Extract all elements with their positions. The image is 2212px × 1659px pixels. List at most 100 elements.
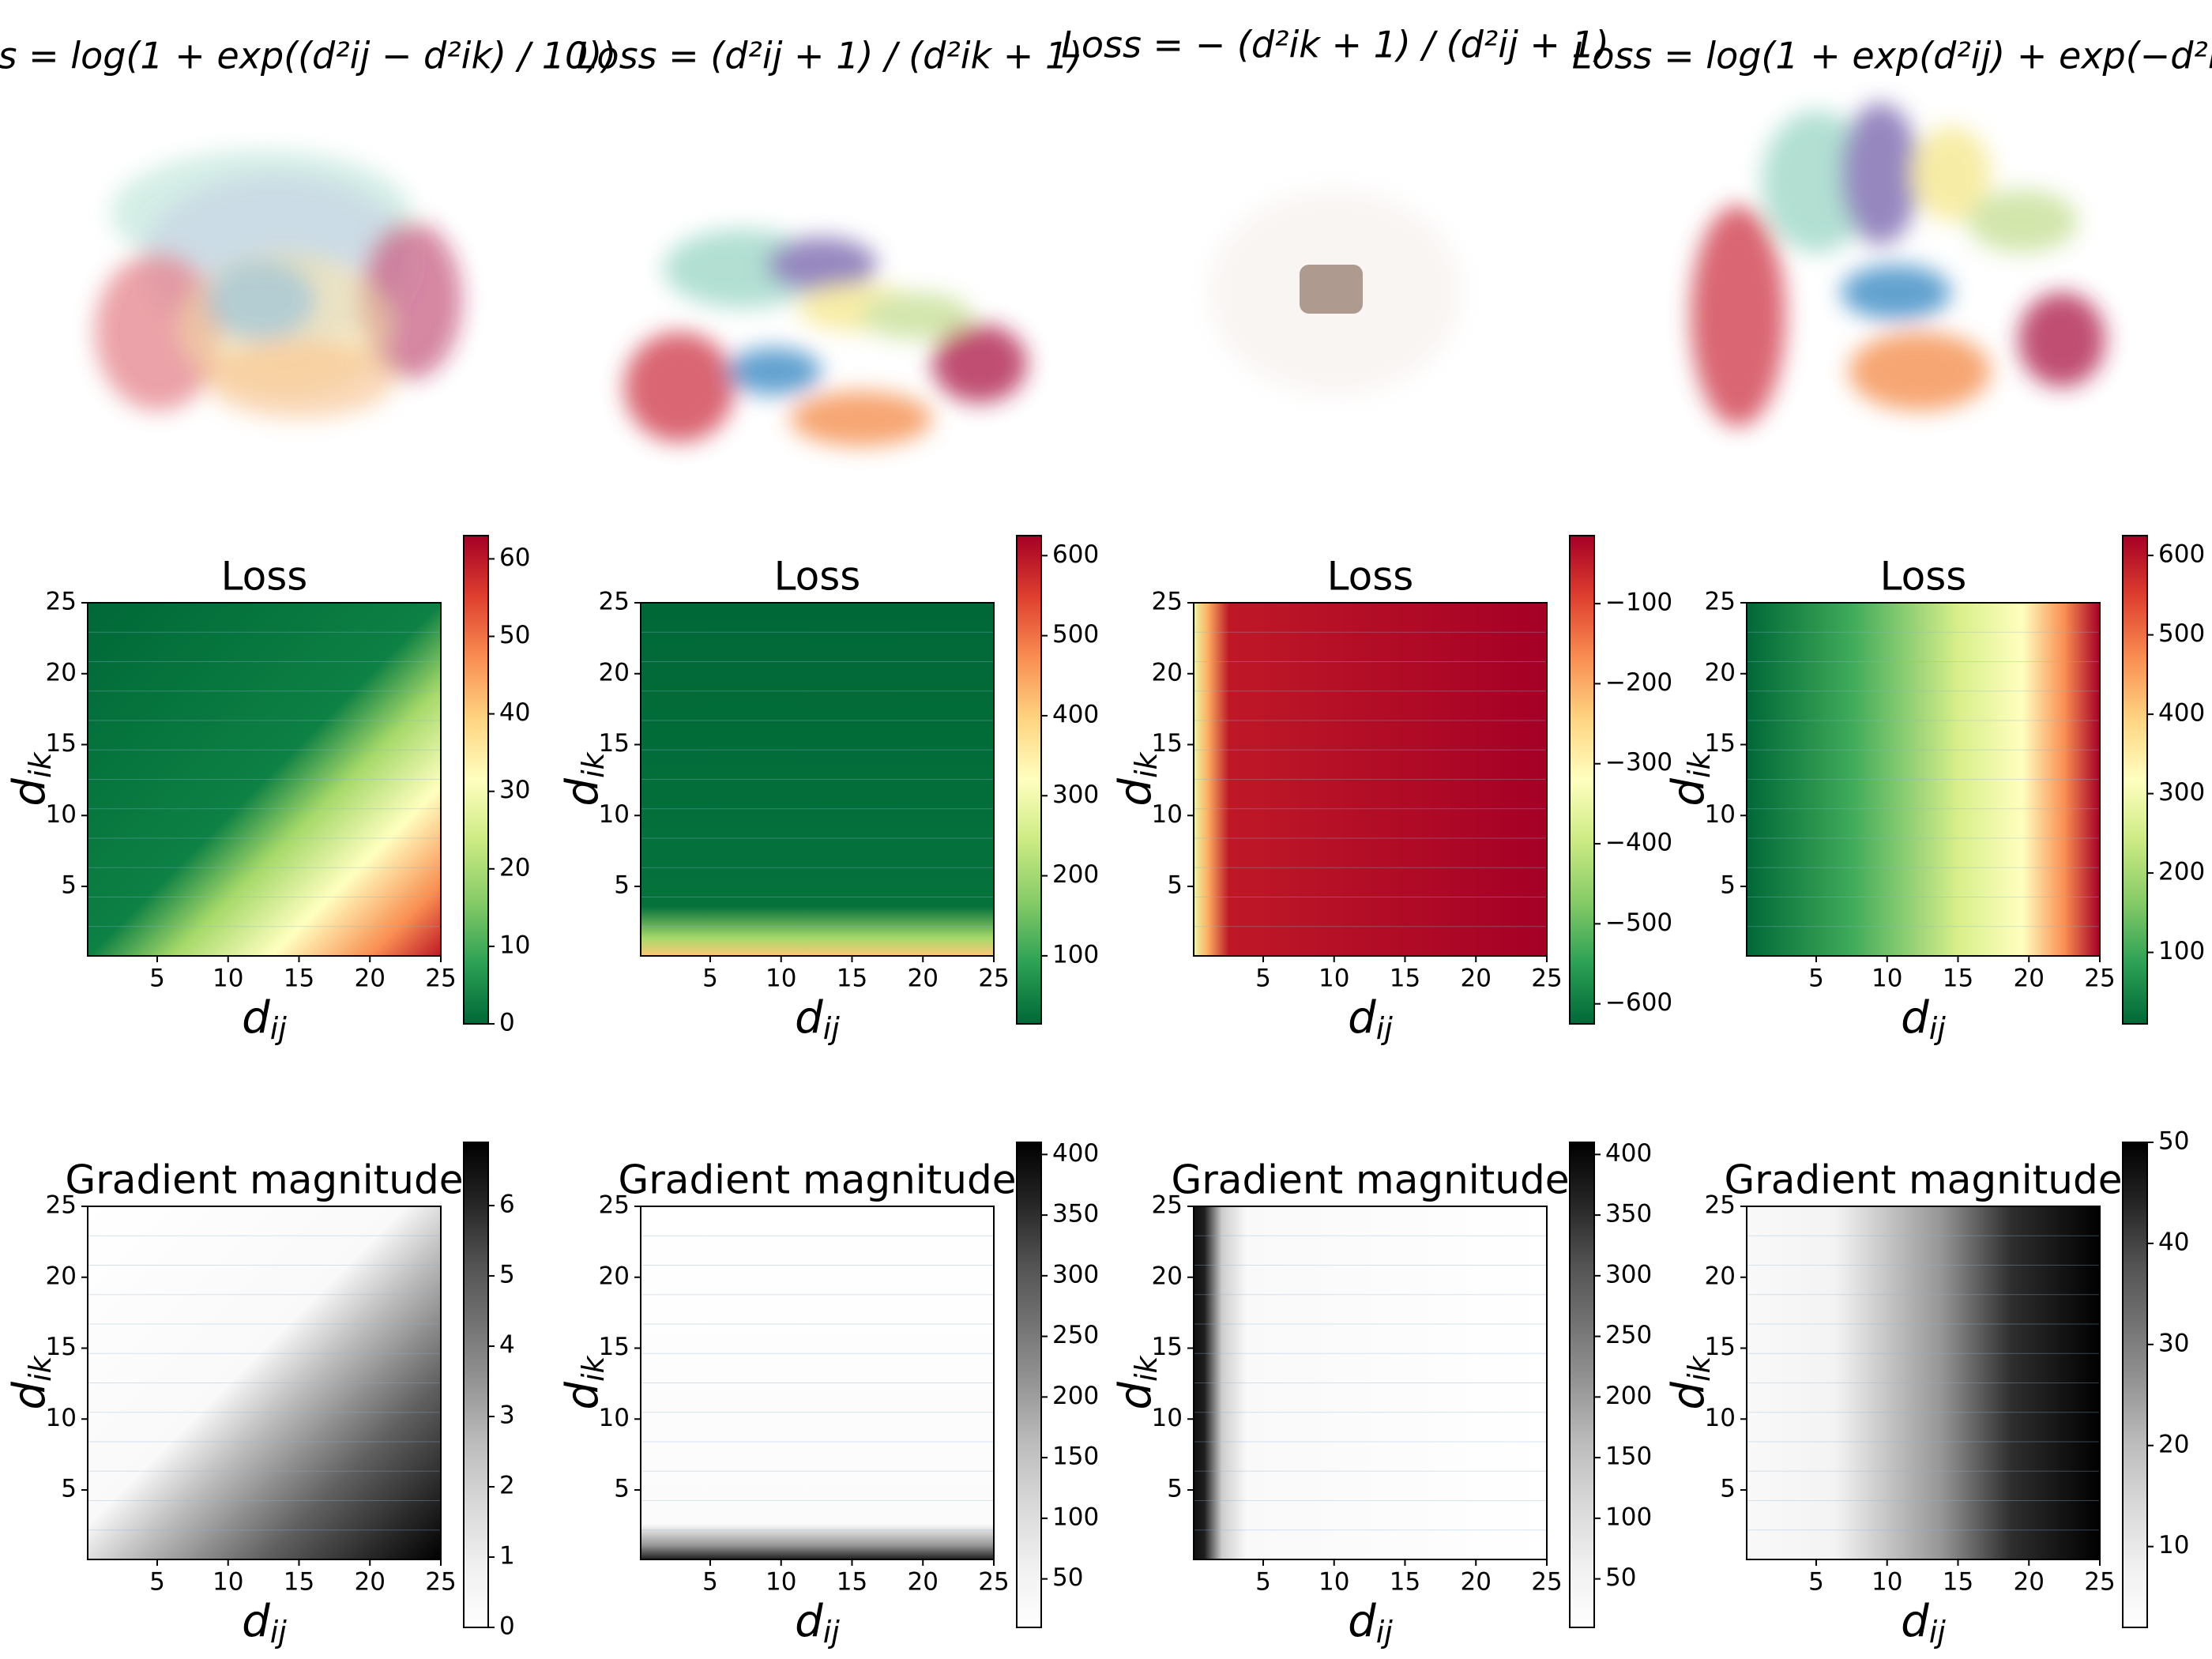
- colorbar-tick-label: 4: [499, 1331, 515, 1360]
- axis-label-sub: ik: [576, 750, 611, 778]
- axis-label: dik: [1663, 1354, 1716, 1409]
- axis-label-sub: ik: [23, 750, 58, 778]
- x-tick-label: 15: [837, 965, 867, 993]
- x-tick-label: 15: [837, 1568, 867, 1597]
- colorbar-tick-label: 400: [1052, 1139, 1099, 1168]
- axis-label-base: d: [1348, 992, 1376, 1044]
- formula: Loss = log(1 + exp(d²ij) + exp(−d²ik)): [1572, 35, 2212, 77]
- x-tick-label: 25: [425, 965, 456, 993]
- colorbar-tick-label: 3: [499, 1401, 515, 1430]
- y-tick-label: 15: [599, 729, 630, 758]
- axis-label-sub: ij: [1376, 1615, 1394, 1650]
- y-tick-label: 5: [614, 1475, 630, 1503]
- y-tick-label: 15: [1152, 729, 1183, 758]
- plot-frame: [1746, 1206, 2101, 1560]
- colorbar: [1569, 1142, 1595, 1628]
- y-tick-label: 25: [599, 1191, 630, 1220]
- colorbar-tick-label: 250: [1052, 1321, 1099, 1349]
- y-tick-label: 20: [599, 1262, 630, 1290]
- colorbar-tick-label: 100: [1052, 940, 1099, 969]
- x-tick-label: 5: [1255, 965, 1271, 993]
- heatmap: [1747, 1206, 2100, 1559]
- colorbar: [463, 1142, 489, 1628]
- axis-label-base: d: [1901, 992, 1929, 1044]
- y-tick-label: 10: [46, 800, 77, 829]
- colorbar-tick-label: 150: [1605, 1443, 1652, 1471]
- x-tick-label: 25: [2084, 965, 2115, 993]
- colorbar-tick-label: 300: [2158, 778, 2205, 807]
- axis-label: dij: [1348, 992, 1393, 1045]
- axis-label: dij: [795, 992, 840, 1045]
- x-tick-label: 15: [1390, 1568, 1420, 1597]
- axis-label-sub: ij: [1376, 1011, 1394, 1046]
- colorbar-tick-label: 10: [499, 931, 530, 959]
- colorbar-tick-label: 300: [1605, 1260, 1652, 1288]
- y-tick-label: 15: [46, 1333, 77, 1361]
- axis-label-sub: ij: [1929, 1011, 1947, 1046]
- colorbar-tick-label: 150: [1052, 1443, 1099, 1471]
- x-tick-label: 25: [425, 1568, 456, 1597]
- colorbar-tick-label: 500: [1052, 620, 1099, 649]
- colorbar-tick-label: 200: [1052, 860, 1099, 889]
- y-tick-label: 15: [1705, 1333, 1736, 1361]
- x-tick-label: 25: [1531, 965, 1562, 993]
- y-tick-label: 5: [61, 871, 77, 900]
- colorbar-tick-label: −600: [1605, 988, 1672, 1017]
- formula: Loss = log(1 + exp((d²ij − d²ik) / 10)): [0, 35, 616, 77]
- y-tick-label: 20: [46, 1262, 77, 1290]
- x-tick-label: 15: [1943, 1568, 1973, 1597]
- axis-label: dij: [795, 1596, 840, 1649]
- axis-label-sub: ik: [1682, 750, 1717, 778]
- x-tick-label: 5: [1255, 1568, 1271, 1597]
- axis-label-sub: ij: [1929, 1615, 1947, 1650]
- colorbar-tick-label: 50: [499, 621, 530, 649]
- colorbar-tick-label: 0: [499, 1612, 515, 1641]
- colorbar-tick-label: −400: [1605, 829, 1672, 857]
- y-tick-label: 15: [1152, 1333, 1183, 1361]
- panel-title: Loss: [774, 554, 861, 600]
- panel-title: Gradient magnitude: [66, 1157, 464, 1203]
- axis-label: dik: [1663, 750, 1716, 806]
- x-tick-label: 15: [1390, 965, 1420, 993]
- colorbar-tick-label: −100: [1605, 589, 1672, 617]
- x-tick-label: 25: [2084, 1568, 2115, 1597]
- colorbar-tick-label: 20: [499, 853, 530, 882]
- x-tick-label: 5: [149, 1568, 165, 1597]
- embedding: [95, 150, 462, 419]
- axis-label-base: d: [1348, 1596, 1376, 1647]
- colorbar-tick-label: 350: [1052, 1200, 1099, 1228]
- embedding: [1209, 190, 1462, 395]
- colorbar-tick-label: −300: [1605, 748, 1672, 777]
- y-tick-label: 10: [1705, 1404, 1736, 1432]
- y-tick-label: 5: [1167, 871, 1183, 900]
- colorbar-tick-label: 100: [2158, 937, 2205, 965]
- y-tick-label: 5: [1720, 871, 1736, 900]
- x-tick-label: 20: [1461, 1568, 1492, 1597]
- colorbar-tick-label: 6: [499, 1191, 515, 1219]
- y-tick-label: 15: [599, 1333, 630, 1361]
- axis-label-base: d: [4, 1382, 55, 1410]
- plot-frame: [1193, 602, 1548, 957]
- y-tick-label: 5: [61, 1475, 77, 1503]
- y-tick-label: 25: [1705, 1191, 1736, 1220]
- y-tick-label: 25: [46, 588, 77, 616]
- panel-title: Loss: [1327, 554, 1414, 600]
- colorbar-tick-label: 60: [499, 544, 530, 572]
- y-tick-label: 20: [1152, 658, 1183, 687]
- plot-frame: [1193, 1206, 1548, 1560]
- x-tick-label: 5: [149, 965, 165, 993]
- colorbar-tick-label: 100: [1052, 1503, 1099, 1531]
- formula: Loss = − (d²ik + 1) / (d²ij + 1): [1061, 24, 1609, 66]
- x-tick-label: 20: [908, 965, 939, 993]
- heatmap: [88, 603, 441, 956]
- x-tick-label: 25: [1531, 1568, 1562, 1597]
- axis-label: dik: [1110, 1354, 1163, 1409]
- formula: Loss = (d²ij + 1) / (d²ik + 1): [577, 35, 1082, 77]
- x-tick-label: 25: [978, 1568, 1009, 1597]
- y-tick-label: 20: [46, 658, 77, 687]
- heatmap: [1747, 603, 2100, 956]
- y-tick-label: 5: [614, 871, 630, 900]
- axis-label: dik: [4, 750, 57, 806]
- x-tick-label: 10: [1872, 965, 1902, 993]
